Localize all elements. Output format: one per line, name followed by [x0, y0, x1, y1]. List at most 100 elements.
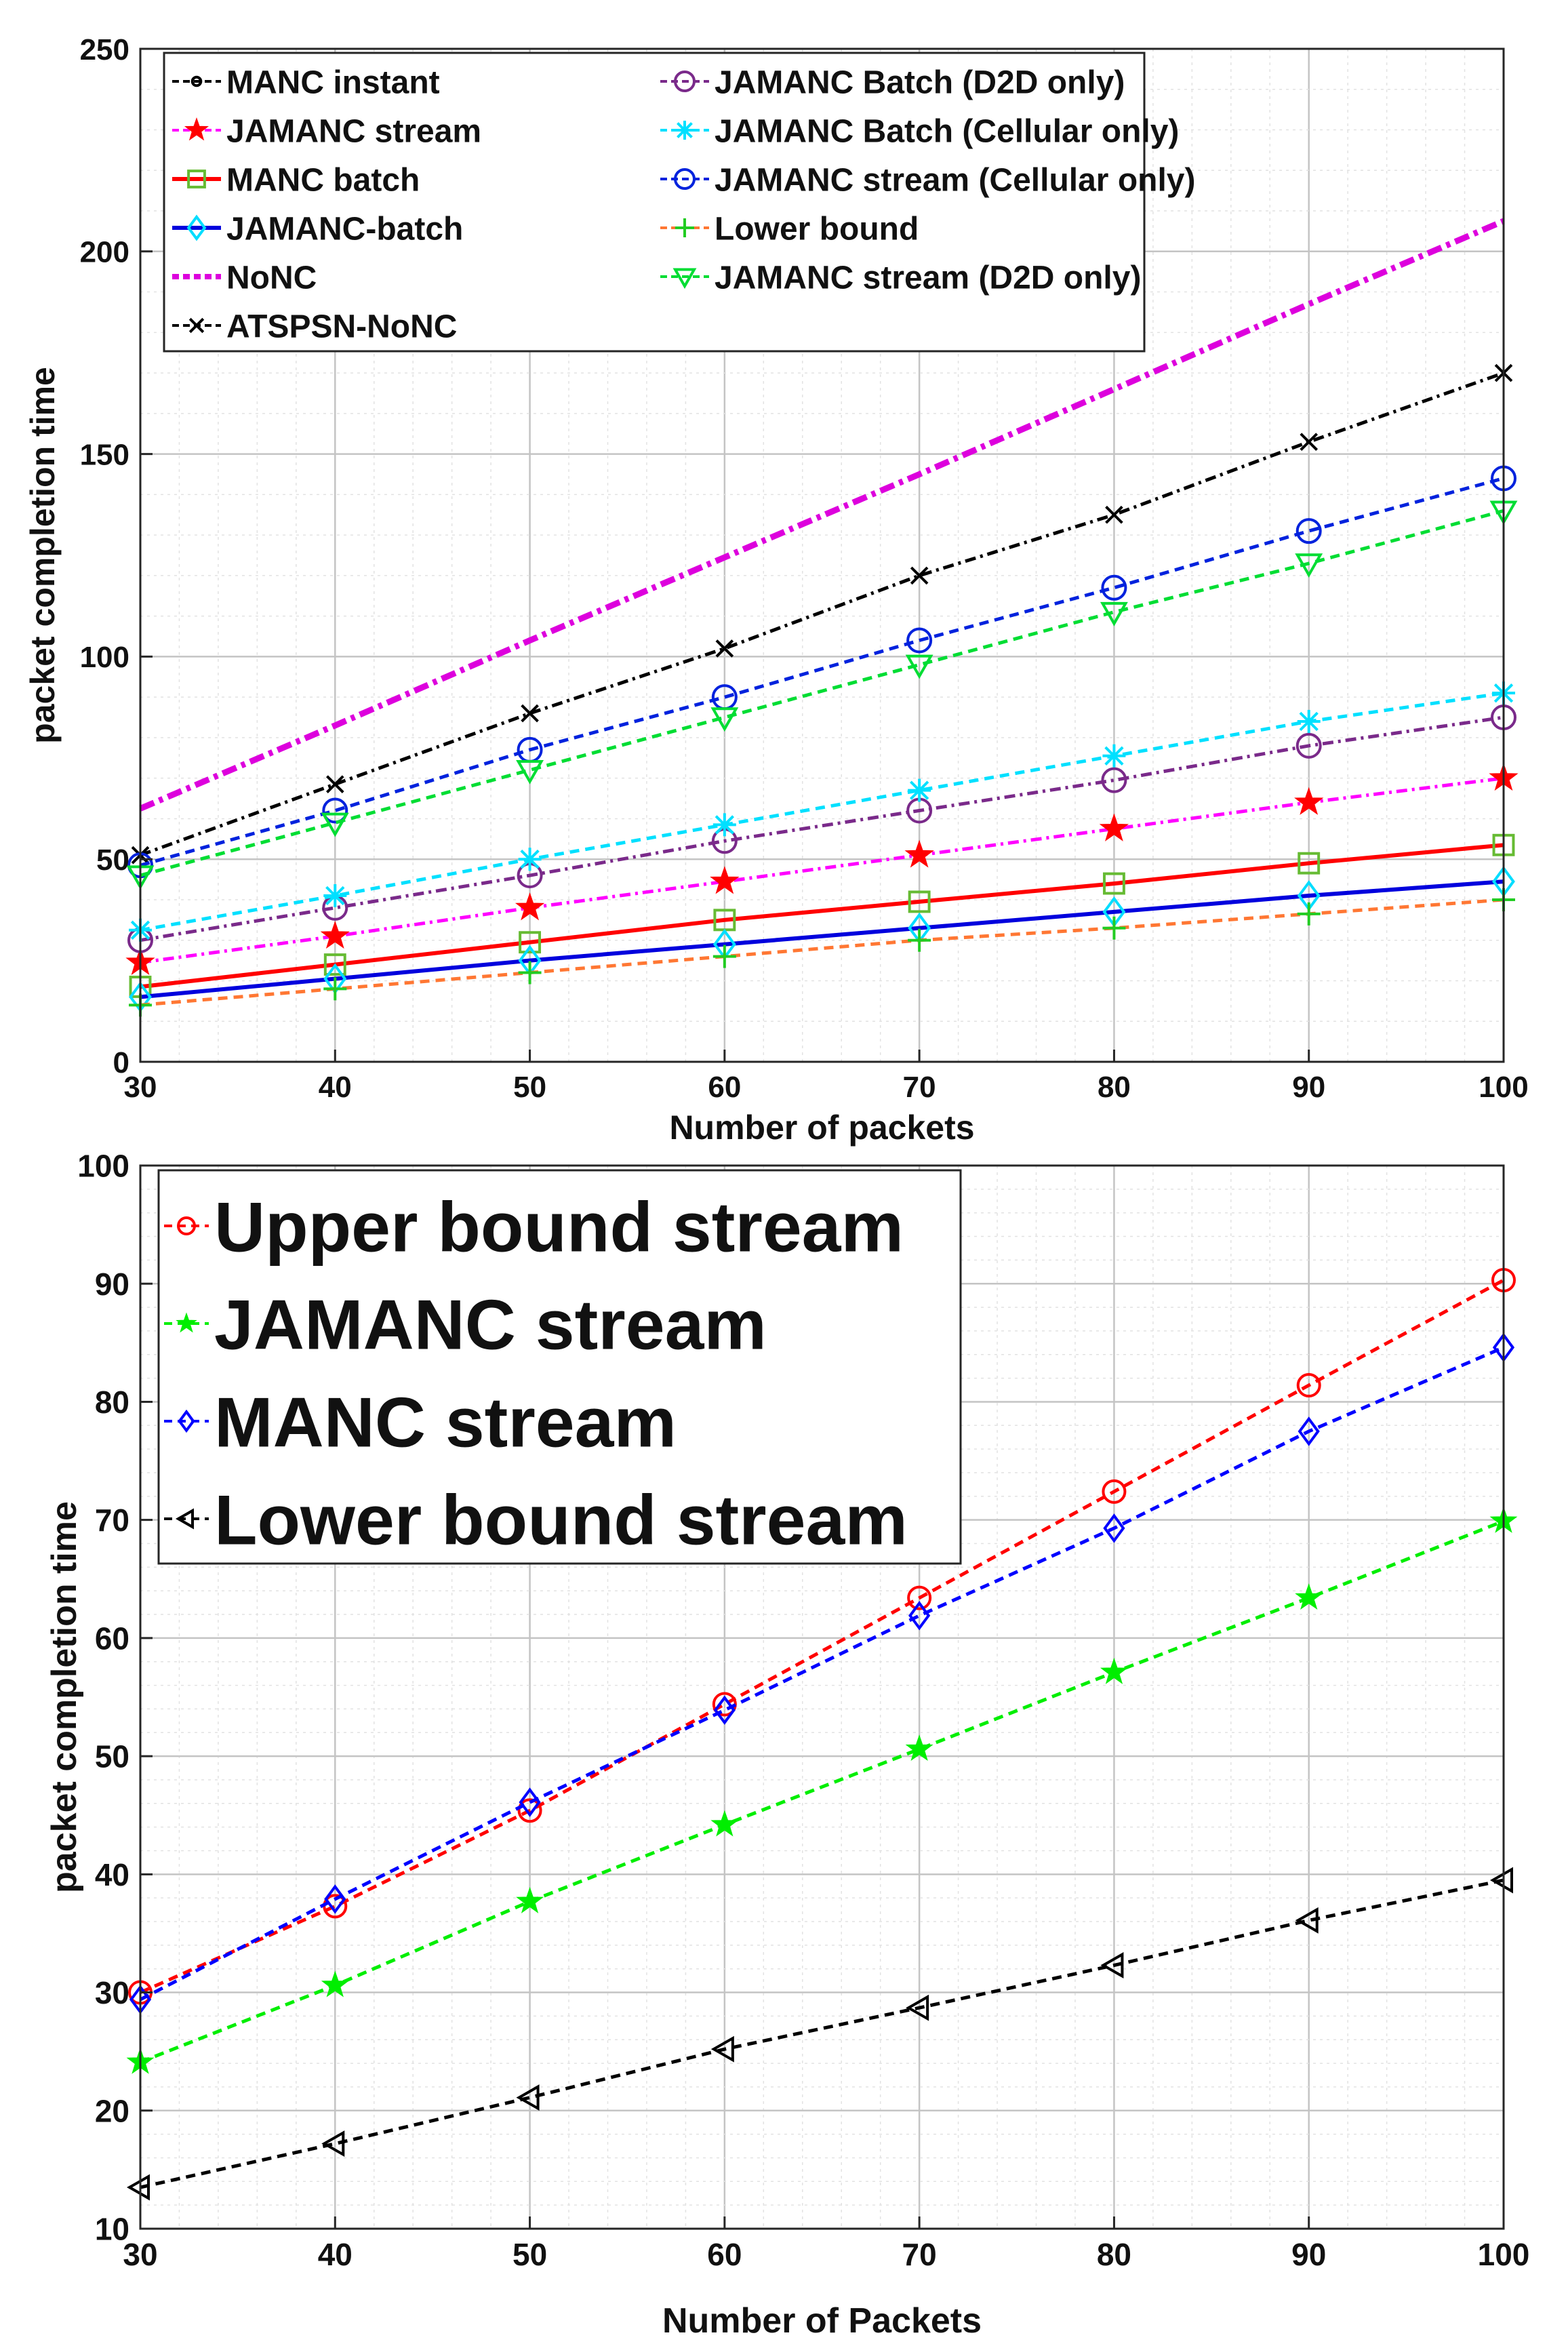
series-line: [140, 1519, 1504, 2064]
data-point: [1100, 601, 1128, 627]
legend-marker: [175, 1508, 194, 1530]
data-point: [1295, 553, 1323, 578]
legend-label: Lower bound stream: [214, 1481, 908, 1559]
data-point: [905, 1734, 933, 1762]
legend-item: JAMANC stream (D2D only): [660, 260, 1141, 296]
x-tick-label: 50: [512, 2237, 547, 2272]
legend-label: JAMANC Batch (D2D only): [715, 64, 1125, 100]
series-4: [139, 218, 1505, 812]
legend-label: MANC batch: [226, 162, 420, 198]
data-point: [1294, 787, 1324, 815]
x-tick-label: 40: [318, 2237, 353, 2272]
data-point: [515, 892, 545, 921]
legend-label: MANC instant: [226, 64, 440, 100]
data-point: [1489, 1867, 1513, 1894]
data-point: [1297, 710, 1321, 734]
series-line: [140, 776, 1504, 965]
legend-label: JAMANC Batch (Cellular only): [715, 113, 1179, 149]
series-1: [126, 1506, 1518, 2074]
y-tick-label: 60: [95, 1621, 129, 1656]
data-point: [1103, 1513, 1125, 1543]
y-tick-label: 20: [95, 2093, 129, 2128]
axes-frame: [139, 47, 1505, 1063]
data-point: [710, 2035, 734, 2063]
data-point: [715, 639, 734, 658]
data-point: [1298, 1416, 1320, 1446]
ticks: 30 40 50 60 70 80 90 100 0 50 100 150 200 250: [80, 33, 1529, 1104]
series-line: [140, 879, 1504, 999]
legend-marker: [674, 71, 696, 92]
data-point: [1297, 902, 1321, 926]
legend-label: JAMANC stream (Cellular only): [715, 162, 1195, 198]
legend-item: MANC stream: [164, 1383, 677, 1462]
data-point: [906, 627, 933, 654]
data-point: [320, 920, 350, 949]
legend-marker: [186, 214, 207, 241]
data-point: [710, 1810, 739, 1837]
data-point: [1295, 732, 1322, 759]
x-tick-label: 50: [513, 1071, 546, 1104]
x-tick-label: 60: [707, 2237, 742, 2272]
y-tick-label: 90: [95, 1267, 129, 1302]
x-tick-label: 70: [902, 2237, 937, 2272]
legend-item: MANC batch: [172, 162, 420, 198]
data-point: [712, 813, 736, 837]
data-point: [1295, 1583, 1323, 1610]
data-point: [908, 1601, 931, 1631]
x-tick-label: 90: [1292, 1071, 1325, 1104]
data-point: [1105, 505, 1123, 524]
data-point: [910, 566, 929, 585]
legend-marker: [176, 1312, 197, 1333]
y-tick-label: 30: [95, 1975, 129, 2010]
ticks: 30 40 50 60 70 80 90 100 10 20 30 40 50 60 70 80 90 100: [77, 1149, 1529, 2272]
data-point: [905, 654, 933, 679]
x-tick-label: 70: [903, 1071, 936, 1104]
data-point: [1295, 1907, 1319, 1934]
series-line: [140, 371, 1504, 857]
legend-marker: [187, 170, 206, 188]
legend: Upper bound stream JAMANC stream MANC stre…: [157, 1169, 962, 1565]
series-line: [139, 1346, 1504, 2002]
x-tick-label: 80: [1097, 2237, 1131, 2272]
data-point: [1102, 1479, 1127, 1504]
data-point: [519, 931, 542, 954]
data-point: [519, 1787, 541, 1817]
data-point: [322, 797, 348, 824]
data-point: [324, 1884, 346, 1914]
data-point: [1099, 813, 1129, 841]
chart-top: 30 40 50 60 70 80 90 100 0 50 100 150 200 250 Number o…: [24, 33, 1529, 1147]
legend-item: Lower bound stream: [164, 1481, 908, 1559]
y-tick-label: 100: [77, 1149, 129, 1184]
data-point: [712, 945, 736, 968]
data-point: [518, 848, 542, 871]
legend-label: NoNC: [226, 260, 317, 296]
legend-label: JAMANC-batch: [226, 211, 463, 247]
data-point: [323, 977, 347, 1001]
x-tick-label: 30: [124, 1071, 157, 1104]
x-tick-label: 40: [319, 1071, 352, 1104]
series-0: [128, 1267, 1516, 2005]
data-point: [1295, 518, 1322, 544]
y-tick-label: 250: [80, 33, 129, 66]
data-point: [516, 2084, 540, 2111]
legend-label: ATSPSN-NoNC: [226, 309, 457, 344]
y-tick-label: 100: [80, 641, 129, 674]
series-8: [127, 465, 1516, 879]
y-axis-label: packet completion time: [24, 367, 62, 744]
legend: MANC instant JAMANC stream MANC batch JAMAN…: [163, 52, 1195, 353]
data-point: [1298, 852, 1321, 875]
legend-label: JAMANC stream (D2D only): [715, 260, 1141, 296]
data-point: [1296, 1373, 1321, 1398]
legend-marker: [188, 317, 205, 334]
data-point: [1102, 916, 1126, 940]
data-point: [907, 1585, 932, 1610]
x-tick-label: 100: [1479, 1071, 1528, 1104]
legend-item: Lower bound: [660, 211, 919, 247]
legend-item: JAMANC stream: [172, 113, 481, 149]
data-point: [516, 759, 544, 784]
legend-marker: [184, 117, 209, 141]
y-tick-label: 0: [113, 1046, 129, 1079]
y-tick-label: 10: [95, 2212, 129, 2247]
data-point: [126, 2174, 150, 2201]
